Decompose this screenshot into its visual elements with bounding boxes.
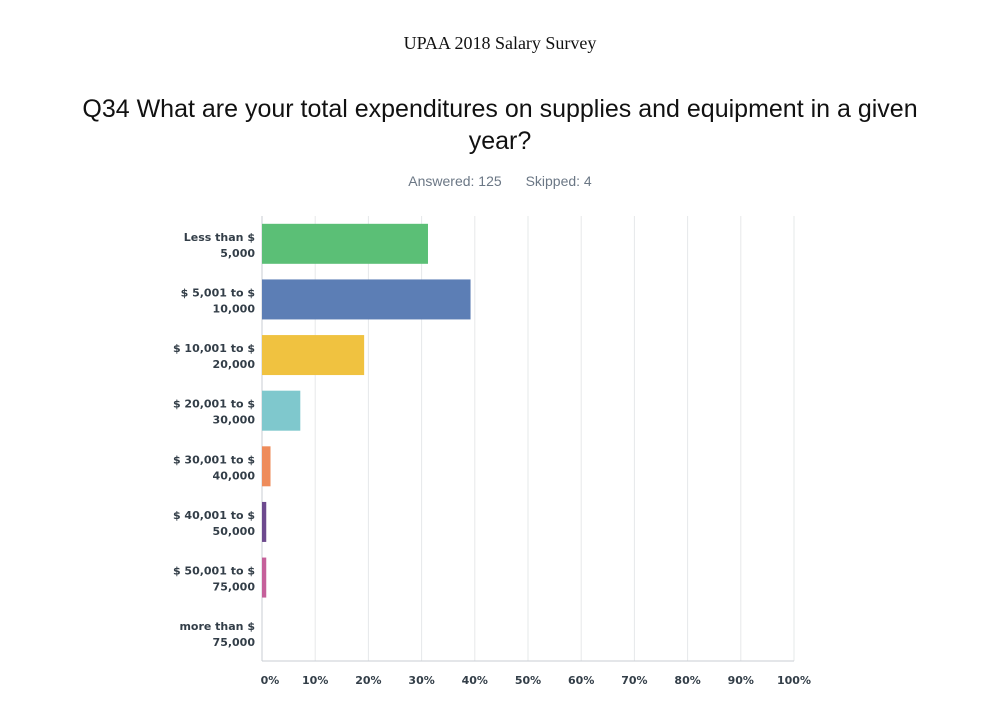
category-label: 40,000 — [213, 469, 256, 482]
answered-count: Answered: 125 — [408, 173, 502, 189]
category-label: $ 5,001 to $ — [181, 286, 255, 299]
category-label: 30,000 — [213, 414, 256, 427]
bar — [262, 390, 301, 431]
x-tick-label: 100% — [777, 674, 811, 687]
category-label: 10,000 — [213, 302, 256, 315]
category-label: 20,000 — [213, 358, 256, 371]
category-label: Less than $ — [184, 231, 255, 244]
x-tick-label: 0% — [261, 674, 280, 687]
category-label: $ 20,001 to $ — [173, 398, 255, 411]
x-tick-label: 60% — [568, 674, 594, 687]
category-label: 75,000 — [213, 581, 256, 594]
response-stats: Answered: 125 Skipped: 4 — [0, 173, 1000, 189]
category-label: 5,000 — [220, 247, 255, 260]
category-label: $ 50,001 to $ — [173, 565, 255, 578]
bar — [262, 223, 428, 264]
bar — [262, 335, 365, 376]
category-label: $ 40,001 to $ — [173, 509, 255, 522]
bar — [262, 446, 271, 487]
category-label: 50,000 — [213, 525, 256, 538]
x-tick-label: 10% — [302, 674, 328, 687]
x-tick-label: 50% — [515, 674, 541, 687]
x-tick-label: 30% — [408, 674, 434, 687]
bar — [262, 279, 471, 320]
category-label: more than $ — [179, 620, 255, 633]
bar — [262, 501, 267, 542]
x-tick-label: 90% — [728, 674, 754, 687]
category-label: 75,000 — [213, 636, 256, 649]
x-tick-label: 20% — [355, 674, 381, 687]
document-header: UPAA 2018 Salary Survey — [403, 33, 597, 53]
x-tick-label: 70% — [621, 674, 647, 687]
x-tick-label: 80% — [674, 674, 700, 687]
skipped-count: Skipped: 4 — [525, 173, 592, 189]
bar — [262, 557, 267, 598]
question-title: Q34 What are your total expenditures on … — [82, 95, 918, 155]
x-tick-label: 40% — [462, 674, 488, 687]
category-label: $ 30,001 to $ — [173, 453, 255, 466]
category-label: $ 10,001 to $ — [173, 342, 255, 355]
